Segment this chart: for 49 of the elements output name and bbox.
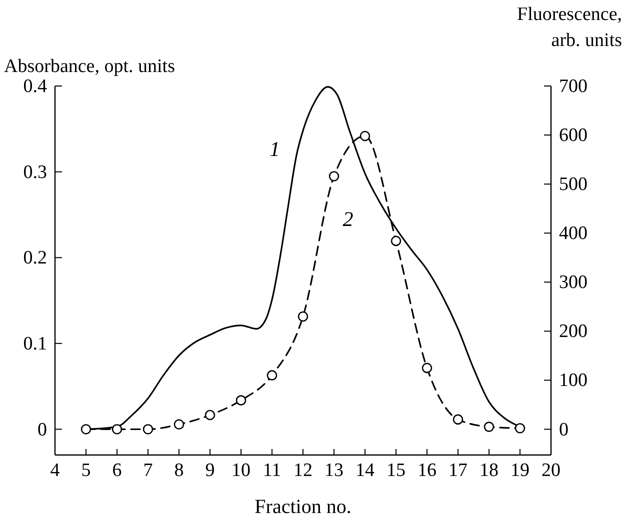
x-tick-label: 13: [324, 460, 344, 481]
y2-tick-label: 300: [559, 272, 588, 294]
x-tick-label: 15: [386, 460, 406, 481]
y2-tick-label: 200: [559, 321, 588, 342]
x-tick-label: 7: [143, 460, 153, 481]
y2-tick-label: 400: [559, 223, 588, 244]
y-tick-label: 0.4: [23, 76, 48, 97]
series-label: 1: [270, 136, 280, 161]
y2-tick-label: 700: [559, 76, 588, 97]
x-tick-label: 16: [418, 460, 436, 481]
point: [174, 419, 184, 430]
x-tick-label: 12: [294, 460, 312, 481]
point: [422, 362, 432, 374]
y-tick-label: 0.2: [23, 248, 47, 269]
x-tick-label: 18: [480, 460, 498, 481]
y2-tick-label: 500: [559, 174, 588, 196]
point: [484, 422, 494, 432]
point: [514, 423, 526, 434]
point: [360, 130, 370, 142]
point: [328, 171, 340, 182]
x-axis-title: Fraction no.: [254, 496, 352, 518]
y2-tick-label: 100: [559, 370, 588, 392]
y-tick-label: 0: [38, 419, 47, 440]
x-tick-label: 17: [448, 460, 468, 481]
point: [236, 395, 246, 406]
x-tick-label: 10: [232, 460, 250, 481]
y2-tick-label: 0: [559, 419, 568, 440]
x-tick-label: 4: [50, 460, 60, 481]
x-tick-label: 6: [112, 460, 122, 481]
x-tick-label: 9: [205, 460, 215, 481]
x-tick-label: 11: [262, 460, 282, 481]
y-tick-label: 0.3: [23, 162, 47, 183]
point: [142, 424, 154, 434]
x-tick-label: 20: [542, 460, 560, 481]
x-tick-label: 19: [510, 460, 530, 481]
point: [266, 370, 278, 380]
x-tick-label: 8: [174, 460, 184, 481]
y2-tick-label: 600: [559, 125, 588, 146]
point: [298, 311, 308, 322]
y-axis-title: Absorbance, opt. units: [4, 56, 175, 77]
point: [390, 236, 402, 246]
point: [204, 410, 216, 420]
point: [112, 424, 122, 434]
y2-axis-title: Fluorescence, arb. units: [517, 4, 622, 51]
series-label: 2: [342, 207, 354, 232]
point: [452, 414, 464, 425]
x-tick-label: 5: [81, 460, 91, 481]
y-tick-label: 0.1: [23, 333, 47, 354]
x-tick-label: 14: [356, 460, 375, 481]
